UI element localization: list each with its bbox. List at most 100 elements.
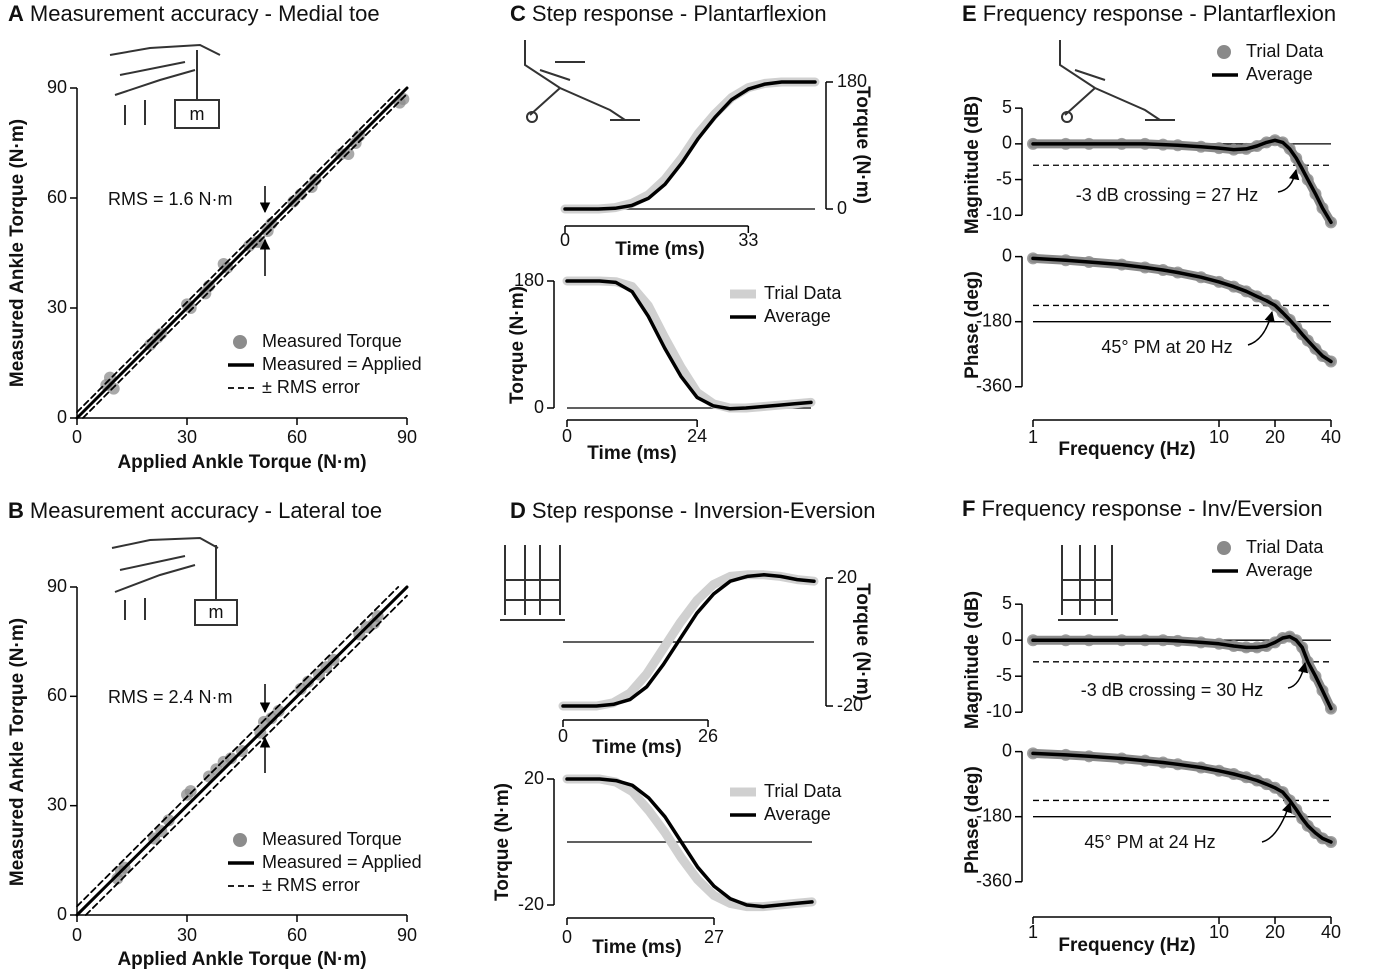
legend-label: Measured = Applied	[262, 852, 422, 872]
x-tick-label: 27	[704, 927, 724, 947]
x-tick-label: 0	[560, 230, 570, 250]
legend-label: Measured = Applied	[262, 354, 422, 374]
x-tick-label: 1	[1028, 427, 1038, 447]
x-tick-label: 20	[1265, 427, 1285, 447]
legend-label: Measured Torque	[262, 331, 402, 351]
x-tick-label: 20	[1265, 922, 1285, 942]
y-tick-label: -10	[986, 701, 1012, 721]
y-tick-label: 0	[57, 407, 67, 427]
y-axis-label: Torque (N·m)	[852, 86, 873, 204]
x-axis-label: Frequency (Hz)	[1058, 439, 1195, 460]
y-tick-label: 30	[47, 297, 67, 317]
x-tick-label: 10	[1209, 922, 1229, 942]
y-tick-label: -10	[986, 204, 1012, 224]
legend-symbol	[233, 335, 247, 349]
annotation: 45° PM at 24 Hz	[1084, 832, 1215, 852]
device-icon	[109, 43, 221, 129]
y-axis-label: Measured Ankle Torque (N·m)	[7, 119, 28, 387]
y-axis-label: Magnitude (dB)	[962, 591, 983, 729]
legend-label: Average	[764, 804, 831, 824]
x-tick-label: 40	[1321, 922, 1341, 942]
device-icon	[1059, 40, 1175, 123]
legend-label: Trial Data	[1246, 537, 1324, 557]
x-tick-label: 33	[738, 230, 758, 250]
y-tick-label: 0	[534, 397, 544, 417]
data-line	[565, 279, 813, 411]
y-axis-label: Torque (N·m)	[852, 583, 873, 701]
y-tick-label: 90	[47, 77, 67, 97]
data-line	[1031, 751, 1333, 844]
legend-label: ± RMS error	[262, 875, 360, 895]
title-text: Step response - Inversion-Eversion	[532, 498, 876, 523]
y-tick-label: 90	[47, 576, 67, 596]
x-tick-label: 30	[177, 427, 197, 447]
panel-title: C Step response - Plantarflexion	[510, 1, 827, 26]
data-line	[565, 777, 814, 909]
x-tick-label: 90	[397, 427, 417, 447]
data-point	[184, 302, 197, 314]
x-axis-label: Time (ms)	[592, 937, 681, 958]
data-line	[558, 570, 819, 711]
annotation-arrow	[1277, 168, 1300, 193]
y-tick-label: 5	[1002, 593, 1012, 613]
y-tick-label: 0	[1002, 133, 1012, 153]
data-line	[1031, 138, 1333, 225]
legend-label: Measured Torque	[262, 829, 402, 849]
panel-title: E Frequency response - Plantarflexion	[962, 1, 1336, 26]
y-tick-label: -360	[976, 871, 1012, 891]
title-text: Frequency response - Inv/Eversion	[981, 496, 1322, 521]
legend-label: Average	[1246, 560, 1313, 580]
y-tick-label: -20	[518, 894, 544, 914]
panel-title: F Frequency response - Inv/Eversion	[962, 496, 1323, 521]
y-tick-label: -180	[976, 310, 1012, 330]
x-axis-label: Applied Ankle Torque (N·m)	[117, 949, 366, 970]
x-tick-label: 24	[687, 426, 707, 446]
icon-label: m	[190, 104, 205, 124]
x-axis-label: Time (ms)	[592, 737, 681, 758]
y-tick-label: -20	[837, 695, 863, 715]
y-tick-label: -5	[996, 168, 1012, 188]
legend-label: Trial Data	[764, 781, 842, 801]
panel-title: D Step response - Inversion-Eversion	[510, 498, 876, 523]
title-text: Step response - Plantarflexion	[532, 1, 827, 26]
data-line	[76, 586, 408, 916]
x-axis-label: Time (ms)	[587, 443, 676, 464]
x-axis-label: Applied Ankle Torque (N·m)	[117, 452, 366, 473]
legend-label: Trial Data	[1246, 41, 1324, 61]
y-axis-label: Torque (N·m)	[492, 783, 513, 901]
y-tick-label: 180	[837, 71, 867, 91]
y-tick-label: 0	[57, 904, 67, 924]
y-tick-label: -180	[976, 805, 1012, 825]
legend-symbol	[1217, 541, 1231, 555]
panel-letter: B	[8, 498, 24, 523]
annotation: RMS = 2.4 N·m	[108, 687, 233, 707]
panel-letter: F	[962, 496, 975, 521]
annotation-arrow	[1287, 661, 1309, 689]
y-tick-label: -5	[996, 665, 1012, 685]
panel-letter: C	[510, 1, 526, 26]
icon-label: m	[209, 602, 224, 622]
annotation: RMS = 1.6 N·m	[108, 189, 233, 209]
x-tick-label: 1	[1028, 922, 1038, 942]
x-axis-label: Time (ms)	[615, 239, 704, 260]
y-tick-label: 20	[524, 768, 544, 788]
legend-symbol	[233, 833, 247, 847]
data-line	[1031, 256, 1333, 364]
x-tick-label: 0	[72, 427, 82, 447]
y-axis-label: Magnitude (dB)	[962, 96, 983, 234]
annotation-arrow	[1247, 310, 1275, 346]
data-line	[1031, 634, 1333, 711]
y-axis-label: Torque (N·m)	[507, 286, 528, 404]
panel-title: B Measurement accuracy - Lateral toe	[8, 498, 382, 523]
y-axis-label: Phase (deg)	[962, 271, 983, 379]
data-line	[75, 585, 409, 917]
data-line	[561, 573, 816, 708]
title-text: Frequency response - Plantarflexion	[983, 1, 1336, 26]
y-tick-label: -360	[976, 376, 1012, 396]
y-tick-label: 60	[47, 187, 67, 207]
y-tick-label: 60	[47, 685, 67, 705]
x-tick-label: 0	[558, 726, 568, 746]
legend-label: ± RMS error	[262, 377, 360, 397]
title-text: Measurement accuracy - Lateral toe	[30, 498, 382, 523]
